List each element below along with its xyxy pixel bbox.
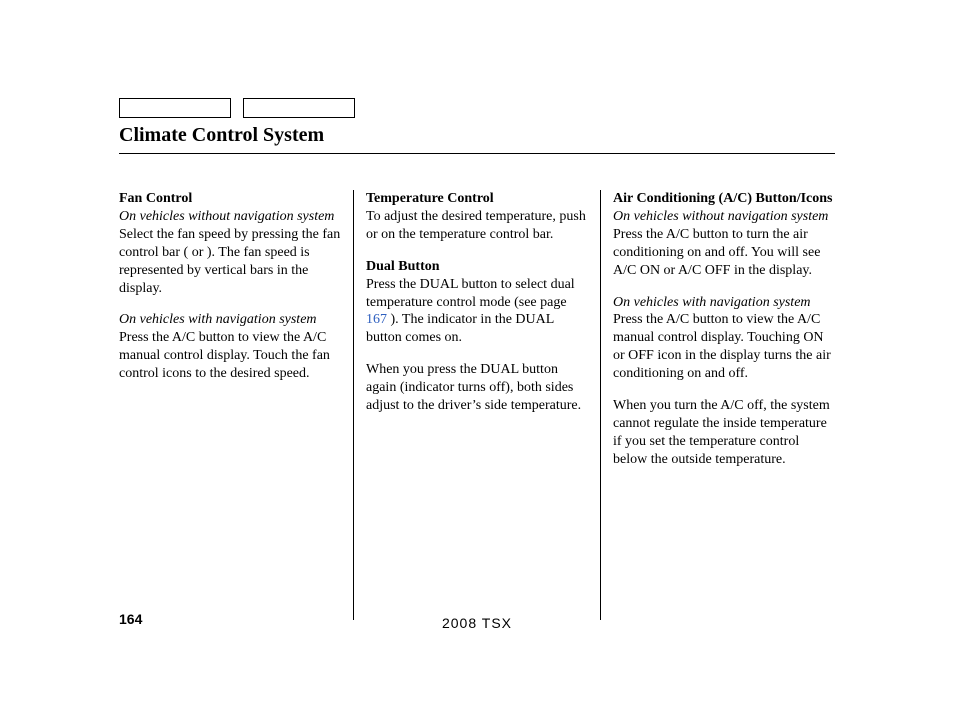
dual-button-heading: Dual Button <box>366 259 440 274</box>
ac-body-b: Press the A/C button to view the A/C man… <box>613 312 831 381</box>
fan-control-block-b: On vehicles with navigation system Press… <box>119 311 341 383</box>
ac-block-c: When you turn the A/C off, the system ca… <box>613 397 835 469</box>
temp-control-block: Temperature Control To adjust the desire… <box>366 190 588 244</box>
fan-control-body-a: Select the fan speed by pressing the fan… <box>119 227 340 296</box>
column-1: Fan Control On vehicles without navigati… <box>119 190 353 620</box>
ac-block-a: Air Conditioning (A/C) Button/Icons On v… <box>613 190 835 280</box>
dual-button-block-a: Dual Button Press the DUAL button to sel… <box>366 258 588 348</box>
temp-control-heading: Temperature Control <box>366 191 494 206</box>
ac-heading: Air Conditioning (A/C) Button/Icons <box>613 191 833 206</box>
ac-body-a: Press the A/C button to turn the air con… <box>613 227 820 278</box>
title-rule <box>119 153 835 154</box>
dual-button-block-b: When you press the DUAL button again (in… <box>366 361 588 415</box>
fan-control-body-b: Press the A/C button to view the A/C man… <box>119 330 330 381</box>
ac-subhead-a: On vehicles without navigation system <box>613 209 828 224</box>
page-title: Climate Control System <box>119 124 835 153</box>
ac-block-b: On vehicles with navigation system Press… <box>613 294 835 384</box>
dual-button-body-a-post: ). The indicator in the DUAL button come… <box>366 312 554 345</box>
page-area: Climate Control System Fan Control On ve… <box>119 98 835 620</box>
dual-button-body-b: When you press the DUAL button again (in… <box>366 362 581 413</box>
ac-subhead-b: On vehicles with navigation system <box>613 295 811 310</box>
fan-control-block-a: Fan Control On vehicles without navigati… <box>119 190 341 297</box>
columns-container: Fan Control On vehicles without navigati… <box>119 190 835 620</box>
header-box-2 <box>243 98 355 118</box>
fan-control-heading: Fan Control <box>119 191 192 206</box>
column-3: Air Conditioning (A/C) Button/Icons On v… <box>600 190 835 620</box>
column-2: Temperature Control To adjust the desire… <box>353 190 600 620</box>
fan-control-subhead-b: On vehicles with navigation system <box>119 312 317 327</box>
header-tab-boxes <box>119 98 835 118</box>
header-box-1 <box>119 98 231 118</box>
temp-control-body: To adjust the desired temperature, push … <box>366 209 586 242</box>
fan-control-subhead-a: On vehicles without navigation system <box>119 209 334 224</box>
page-link-167[interactable]: 167 <box>366 312 387 327</box>
footer-model-year: 2008 TSX <box>0 615 954 631</box>
ac-body-c: When you turn the A/C off, the system ca… <box>613 398 830 467</box>
dual-button-body-a-pre: Press the DUAL button to select dual tem… <box>366 277 575 310</box>
